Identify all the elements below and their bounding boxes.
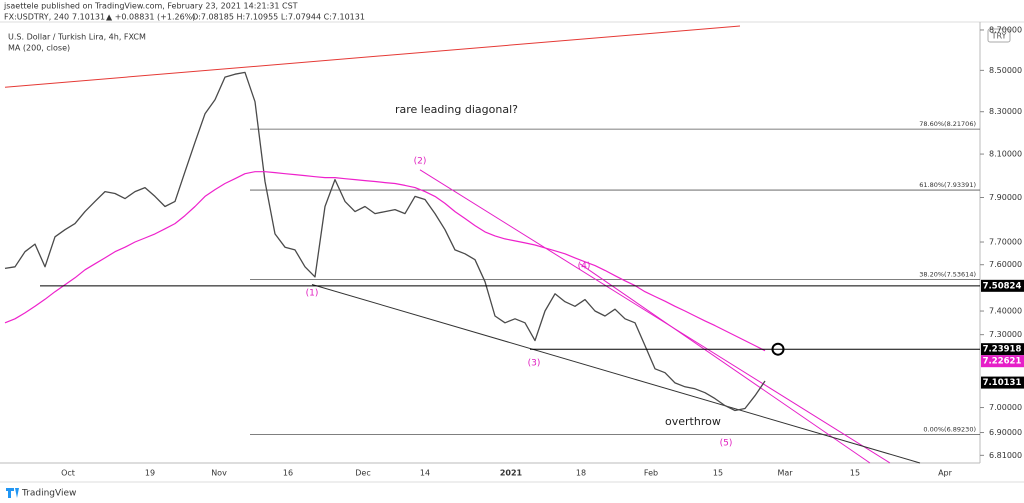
x-tick-label: 16 <box>283 469 293 478</box>
x-tick-label: 19 <box>145 469 155 478</box>
price-tag: 7.23918 <box>983 345 1022 355</box>
y-tick-label: 8.70000 <box>989 25 1022 34</box>
y-tick-label: 7.90000 <box>989 193 1022 202</box>
price-tag-box <box>981 279 1024 292</box>
y-tick-label: 6.90000 <box>989 428 1022 437</box>
price-tag: 7.10131 <box>983 378 1022 388</box>
y-tick-label: 8.30000 <box>989 107 1022 116</box>
change: ▲ +0.08831 (+1.26%) <box>106 13 195 22</box>
target-circle <box>771 342 785 356</box>
y-tick-label: 7.70000 <box>989 238 1022 247</box>
currency: TRY <box>991 32 1007 41</box>
x-tick-label: 2021 <box>500 469 523 478</box>
x-tick-label: 18 <box>576 469 586 478</box>
y-tick-label: 7.60000 <box>989 260 1022 269</box>
trendline <box>4 25 741 88</box>
x-tick-label: 15 <box>713 469 723 478</box>
published: jsaettele published on TradingView.com, … <box>3 2 298 11</box>
x-tick-label: Dec <box>355 469 370 478</box>
last-price: 7.10131 <box>72 13 105 22</box>
ohlc: O:7.08185 H:7.10955 L:7.07944 C:7.10131 <box>192 13 365 22</box>
price-tag-box <box>981 376 1024 389</box>
fib-label: 0.00%(6.89230) <box>923 425 976 433</box>
fib-label: 38.20%(7.53614) <box>919 270 976 278</box>
y-tick-label: 7.00000 <box>989 403 1022 412</box>
fib-label: 78.60%(8.21706) <box>919 120 976 128</box>
x-tick-label: 15 <box>850 469 860 478</box>
x-tick-label: Oct <box>61 469 75 478</box>
wave-label: (1) <box>306 289 319 299</box>
x-tick-label: 14 <box>420 469 430 478</box>
symbol: FX:USDTRY, 240 <box>4 13 69 22</box>
annotation: overthrow <box>665 415 721 428</box>
x-tick-label: Nov <box>211 469 227 478</box>
x-tick-label: Feb <box>644 469 658 478</box>
x-tick-label: Mar <box>777 469 793 478</box>
y-tick-label: 7.40000 <box>989 307 1022 316</box>
moving-average <box>4 171 766 352</box>
currency-box <box>987 28 1011 43</box>
price-tag: 7.22621 <box>983 357 1022 367</box>
wave-label: (2) <box>414 157 427 167</box>
price-tag-box <box>981 343 1024 356</box>
y-tick-label: 6.81000 <box>989 451 1022 460</box>
logo <box>6 488 19 498</box>
y-tick-label: 8.10000 <box>989 150 1022 159</box>
y-tick-label: 8.50000 <box>989 66 1022 75</box>
indicator: MA (200, close) <box>8 44 70 53</box>
wave-label: (4) <box>578 262 591 272</box>
price-tag-box <box>981 355 1024 368</box>
instrument: U.S. Dollar / Turkish Lira, 4h, FXCM <box>8 33 146 42</box>
footer-brand: TradingView <box>21 489 76 499</box>
price-line <box>4 71 766 412</box>
price-tag: 7.50824 <box>983 281 1022 291</box>
fib-label: 61.80%(7.93391) <box>919 181 976 189</box>
wave-label: (5) <box>720 439 733 449</box>
trendline <box>579 263 871 464</box>
wave-label: (3) <box>528 359 541 369</box>
y-tick-label: 7.30000 <box>989 330 1022 339</box>
trendline <box>419 169 891 464</box>
annotation: rare leading diagonal? <box>395 103 518 116</box>
x-tick-label: Apr <box>938 469 953 478</box>
trendline <box>311 284 921 464</box>
